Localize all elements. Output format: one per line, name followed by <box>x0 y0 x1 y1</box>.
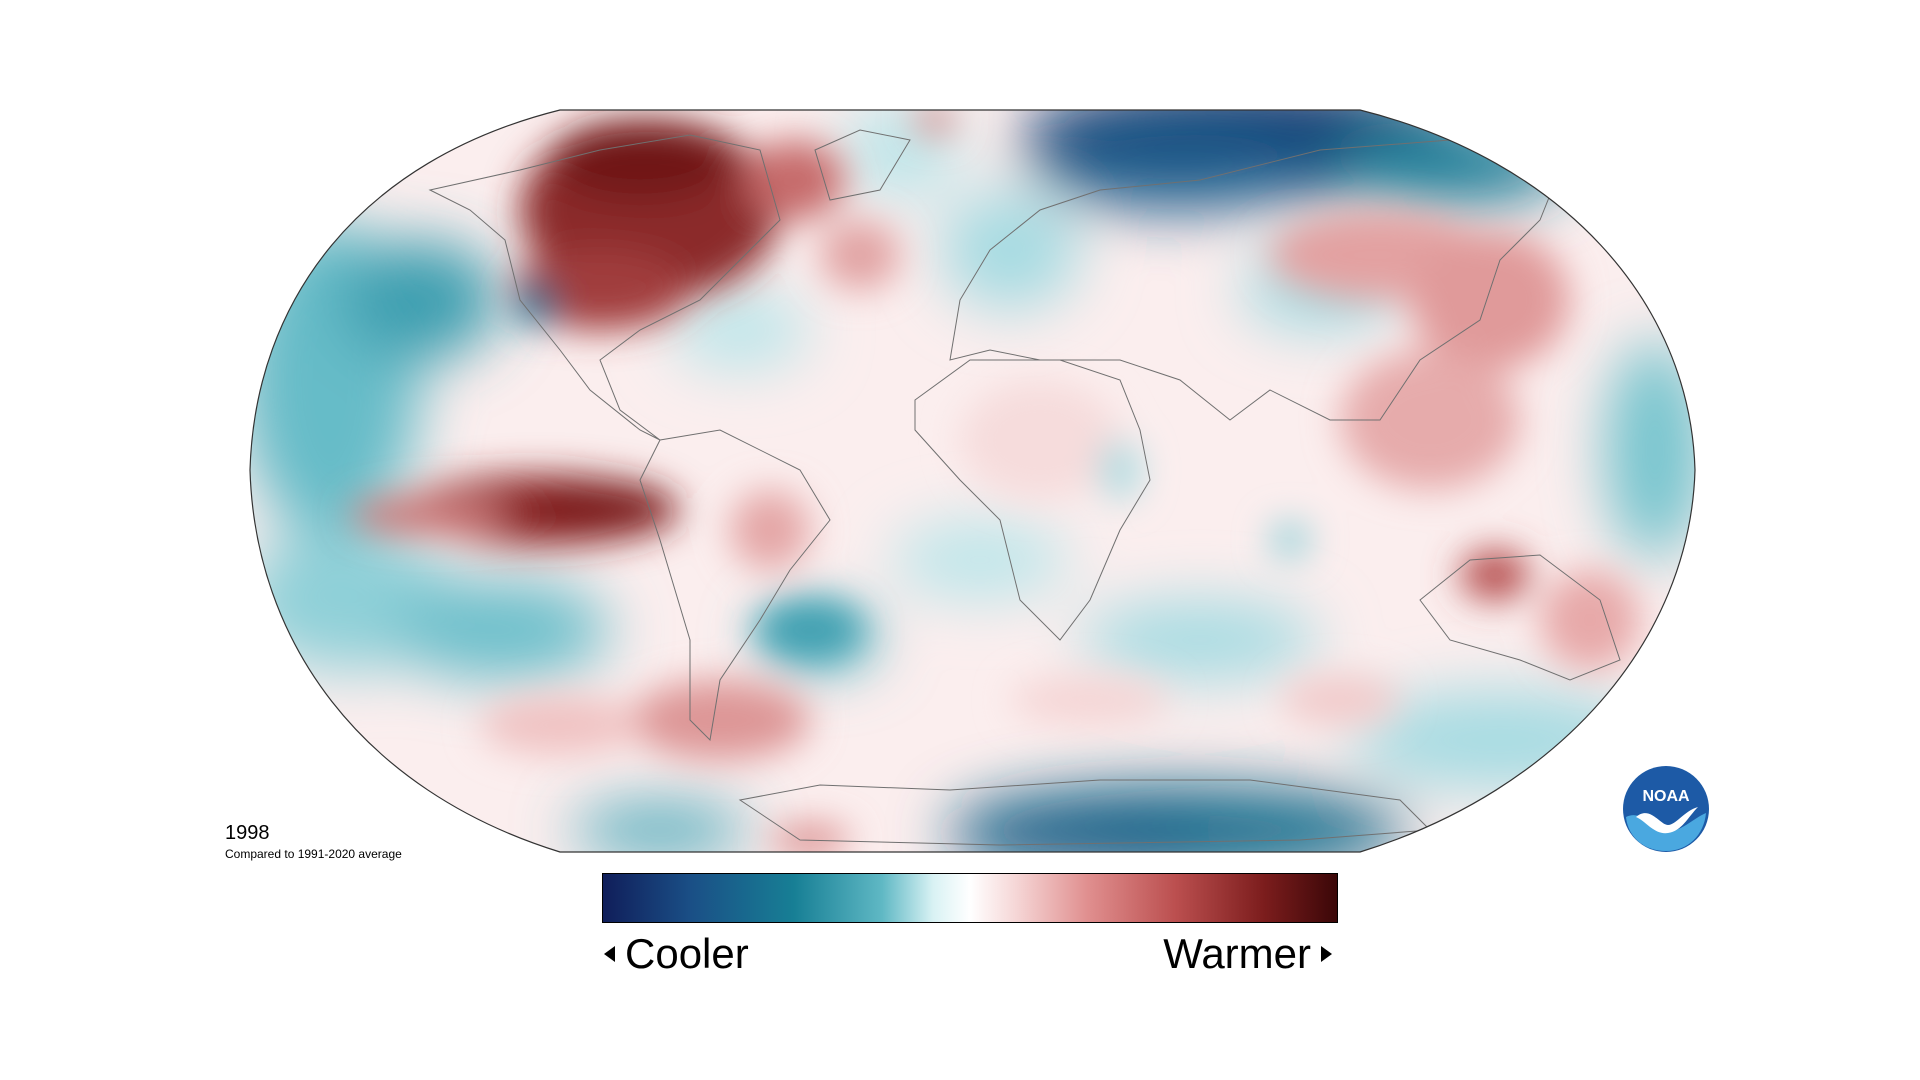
coastlines <box>428 129 1621 846</box>
right-arrow-icon <box>1321 946 1332 962</box>
warmer-label-group: Warmer <box>1163 930 1332 978</box>
color-scale-bar <box>602 873 1338 923</box>
anomaly-field <box>250 110 1695 852</box>
left-arrow-icon <box>604 946 615 962</box>
cooler-label: Cooler <box>625 930 749 977</box>
comparison-label: Compared to 1991-2020 average <box>225 847 402 861</box>
noaa-logo-text: NOAA <box>1642 788 1690 805</box>
year-label: 1998 <box>225 822 270 844</box>
noaa-logo-icon: NOAA <box>1623 766 1709 852</box>
globe-outline <box>249 109 1696 853</box>
cooler-label-group: Cooler <box>604 930 749 978</box>
warmer-label: Warmer <box>1163 930 1311 977</box>
